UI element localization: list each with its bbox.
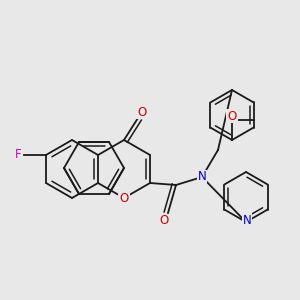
Text: O: O — [137, 106, 147, 118]
Text: O: O — [119, 191, 129, 205]
Text: O: O — [227, 110, 237, 122]
Text: N: N — [243, 214, 251, 226]
Text: O: O — [159, 214, 169, 227]
Text: F: F — [15, 148, 21, 161]
Text: N: N — [198, 170, 206, 184]
